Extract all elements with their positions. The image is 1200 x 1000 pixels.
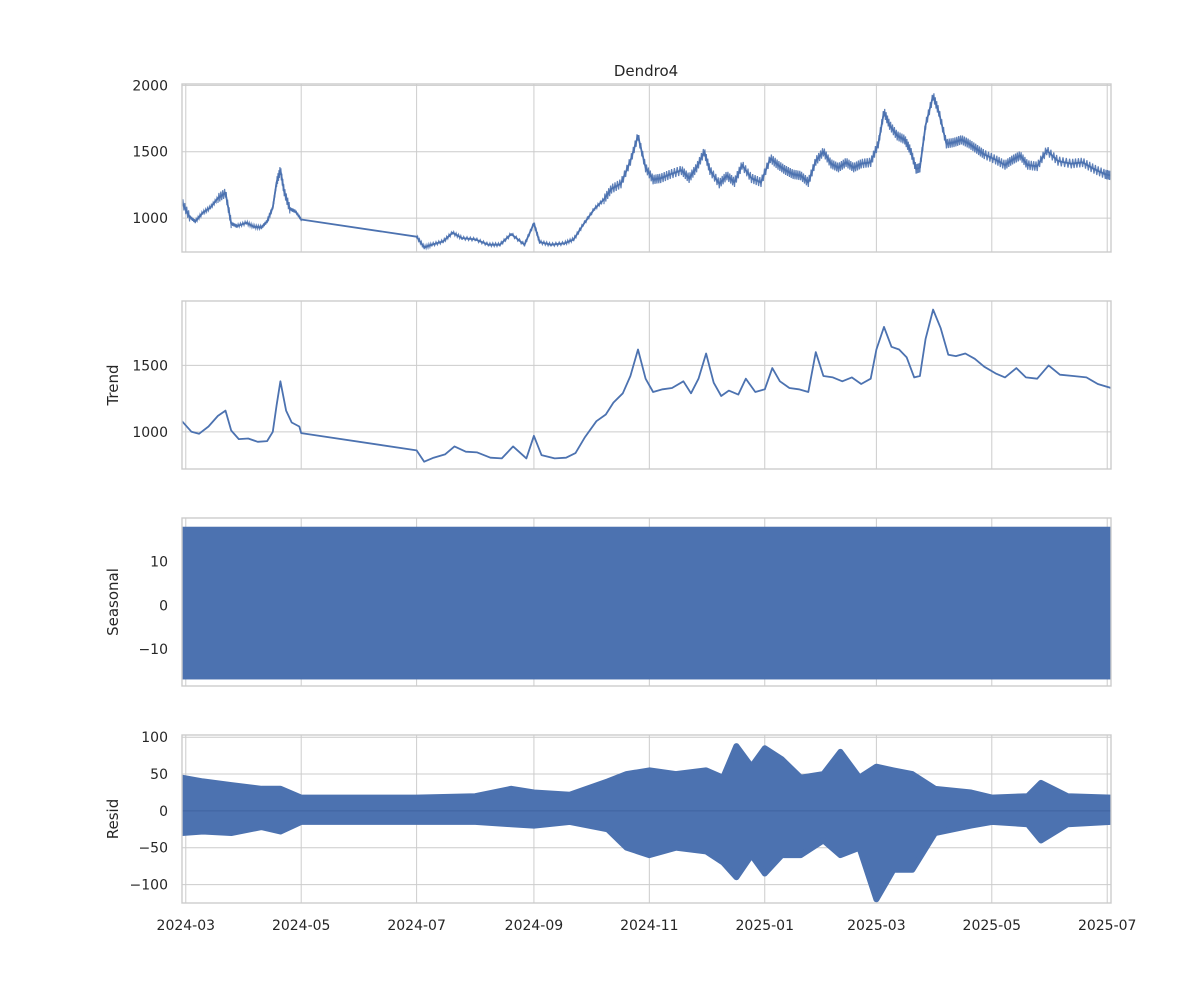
x-tick-label: 2025-07 [1078, 918, 1137, 934]
panel-frame [181, 300, 1112, 470]
series-line [182, 308, 1111, 463]
x-tick-label: 2024-03 [157, 918, 216, 934]
y-tick-label: 10 [150, 555, 168, 571]
panel-trend: 1000 1500 Trend [104, 300, 1112, 470]
y-axis-label: Trend [104, 364, 122, 406]
x-tick-label: 2025-03 [847, 918, 906, 934]
plot-area [182, 308, 1111, 463]
panels: 10001500200010001500Trend−10010Seasonal−… [104, 78, 1136, 934]
x-tick-label: 2024-11 [620, 918, 679, 934]
seasonal-band [182, 526, 1111, 680]
y-tick-label: 1000 [132, 425, 168, 441]
plot-area [182, 743, 1111, 903]
plot-area [182, 526, 1111, 680]
y-tick-label: −10 [138, 642, 168, 658]
y-tick-label: 0 [159, 804, 168, 820]
x-tick-label: 2025-05 [963, 918, 1022, 934]
panel-frame [181, 517, 1112, 687]
y-axis-label: Seasonal [104, 568, 122, 636]
series-noise [182, 93, 1111, 251]
y-axis-label: Resid [104, 799, 122, 839]
y-tick-label: 100 [141, 730, 168, 746]
panel-observed: 1000 1500 2000 [132, 78, 1112, 253]
panel-background [182, 301, 1111, 469]
panel-frame [181, 83, 1112, 253]
panel-seasonal: −10 0 10 Seasonal [104, 517, 1112, 687]
x-tick-label: 2024-05 [272, 918, 331, 934]
x-tick-label: 2024-07 [387, 918, 446, 934]
panel-resid: −100 −50 0 50 100 Resid 2024-03 2024-05 2024-07 2… [104, 730, 1136, 934]
panel-frame [181, 734, 1112, 904]
y-tick-label: 1500 [132, 145, 168, 161]
chart-title: Dendro4 [614, 62, 678, 80]
y-tick-label: 1000 [132, 211, 168, 227]
y-tick-label: −100 [130, 878, 168, 894]
resid-band [182, 743, 1111, 903]
y-tick-label: −50 [138, 841, 168, 857]
y-tick-label: 2000 [132, 78, 168, 94]
y-tick-label: 0 [159, 598, 168, 614]
plot-area [182, 93, 1111, 251]
x-tick-label: 2025-01 [736, 918, 795, 934]
x-tick-label: 2024-09 [505, 918, 564, 934]
y-tick-label: 1500 [132, 358, 168, 374]
y-tick-label: 50 [150, 767, 168, 783]
